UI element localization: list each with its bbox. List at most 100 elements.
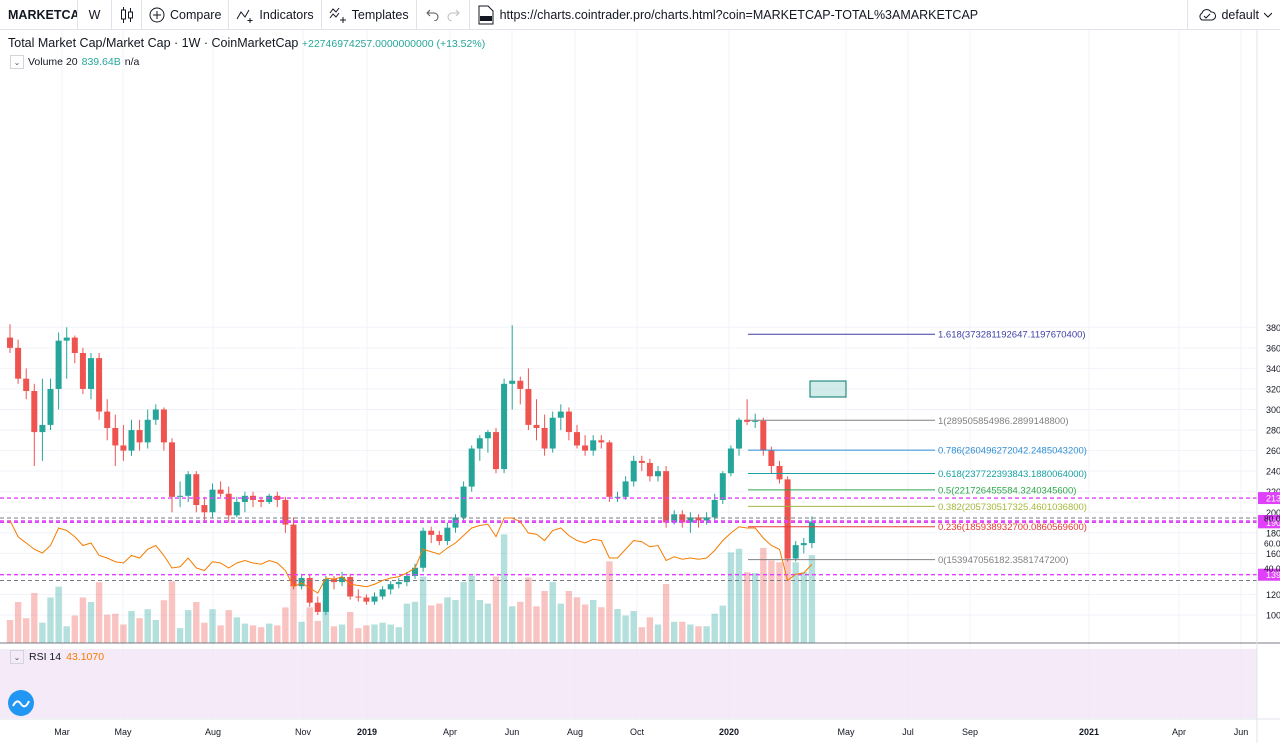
time-tick-label: Apr: [1172, 727, 1186, 737]
price-tick-label: 120: [1266, 590, 1280, 600]
candle-body: [371, 596, 378, 602]
compare-button[interactable]: Compare: [142, 0, 230, 30]
volume-bar: [225, 610, 232, 643]
volume-bar: [14, 602, 22, 643]
volume-bar: [403, 603, 411, 643]
layout-selector[interactable]: default: [1187, 0, 1272, 30]
time-tick-label: Nov: [295, 727, 312, 737]
volume-bar: [581, 604, 589, 643]
volume-bar: [338, 624, 346, 643]
symbol-search[interactable]: MARKETCAP: [0, 0, 78, 30]
candle-body: [104, 411, 111, 428]
volume-bar: [784, 504, 791, 643]
candle-body: [687, 517, 694, 523]
volume-bar: [598, 607, 605, 643]
candle-body: [120, 445, 127, 451]
price-tick-label: 100: [1266, 611, 1280, 621]
volume-bar: [257, 627, 265, 643]
volume-bar: [387, 624, 394, 643]
candle-body: [428, 530, 435, 535]
volume-bar: [484, 603, 492, 643]
candle-body: [258, 499, 265, 502]
chart-type-button[interactable]: [112, 0, 142, 30]
candle-body: [160, 409, 167, 443]
volume-bar: [411, 601, 419, 643]
url-file-icon: [478, 5, 494, 24]
volume-bar: [379, 622, 386, 643]
fib-level-label: 1.618(373281192647.1197670400): [938, 330, 1086, 341]
candle-body: [363, 597, 370, 602]
volume-bar: [120, 624, 127, 643]
volume-bar: [112, 613, 119, 643]
candle-body: [533, 424, 540, 428]
candle-body: [792, 545, 799, 559]
candle-body: [606, 442, 613, 497]
candle-body: [177, 495, 184, 497]
volume-bar: [452, 600, 459, 643]
candle-body: [776, 466, 783, 480]
volume-bar: [565, 591, 573, 643]
volume-bar: [419, 576, 427, 643]
candle-body: [541, 427, 548, 449]
volume-bar: [436, 603, 443, 643]
price-tick-label: 180: [1266, 528, 1280, 538]
candle-body: [476, 438, 483, 449]
price-tick-label: 340: [1266, 364, 1280, 374]
price-tick-label: 280: [1266, 426, 1280, 436]
volume-bar: [727, 552, 735, 643]
time-axis: Mar May Aug Nov 2019 Apr Jun Aug Oct 2020 May Jul Se…: [54, 727, 1248, 737]
volume-bar: [760, 547, 767, 643]
undo-button[interactable]: [417, 0, 443, 30]
volume-bar: [306, 607, 313, 643]
price-tick-label: 360: [1266, 343, 1280, 353]
volume-bar: [282, 607, 289, 643]
redo-button[interactable]: [443, 0, 470, 30]
fib-level-label: 1(289505854986.2899148800): [938, 416, 1069, 427]
interval-button[interactable]: W: [78, 0, 112, 30]
templates-label: Templates: [351, 7, 409, 22]
candle-body: [298, 578, 305, 587]
fib-level-label: 0.382(205730517325.4601036800): [938, 502, 1087, 513]
candle-body: [736, 419, 742, 449]
volume-bar: [87, 602, 95, 643]
rsi-band: [0, 649, 1257, 718]
chart-area[interactable]: 1.618(373281192647.1197670400) 1(28950585…: [0, 30, 1280, 743]
url-field[interactable]: https://charts.cointrader.pro/charts.htm…: [470, 0, 986, 30]
volume-bar: [444, 597, 451, 643]
candle-body: [152, 409, 159, 420]
indicators-button[interactable]: Indicators: [229, 0, 322, 30]
volume-bar: [168, 581, 176, 643]
volume-bar: [128, 611, 135, 643]
rsi-tick-label: 40.00: [1264, 564, 1280, 574]
candle-body: [144, 419, 151, 443]
candle-body: [136, 430, 143, 443]
volume-bar: [330, 626, 338, 643]
volume-bar: [646, 617, 654, 643]
fib-level-label: 0.786(260496272042.2485043200): [938, 446, 1087, 457]
undo-icon: [425, 9, 439, 21]
rsi-axis: 80.00 60.00 40.00: [1264, 514, 1280, 574]
candle-body: [719, 473, 726, 500]
volume-bar: [573, 597, 581, 643]
rsi-legend: ⌄ RSI 14 43.1070: [10, 650, 104, 664]
cointrader-logo[interactable]: [8, 690, 34, 716]
templates-button[interactable]: Templates: [322, 0, 417, 30]
candle-body: [598, 440, 605, 443]
time-tick-label: 2020: [719, 727, 739, 737]
volume-bar: [55, 586, 62, 643]
time-tick-label: May: [114, 727, 132, 737]
volume-bar: [622, 615, 629, 643]
candle-body: [549, 417, 556, 449]
candle-body: [55, 340, 62, 389]
candles-icon: [120, 6, 133, 23]
time-tick-label: Mar: [54, 727, 70, 737]
time-tick-label: Jun: [1234, 727, 1249, 737]
target-zone-box[interactable]: [809, 380, 847, 398]
collapse-rsi-button[interactable]: ⌄: [10, 650, 24, 664]
series-change: +22746974257.0000000000 (+13.52%): [301, 38, 486, 50]
candle-body: [808, 521, 815, 544]
volume-bar: [662, 584, 670, 643]
volume-bar: [476, 600, 483, 643]
collapse-legend-button[interactable]: ⌄: [10, 55, 24, 69]
candle-body: [784, 479, 791, 559]
